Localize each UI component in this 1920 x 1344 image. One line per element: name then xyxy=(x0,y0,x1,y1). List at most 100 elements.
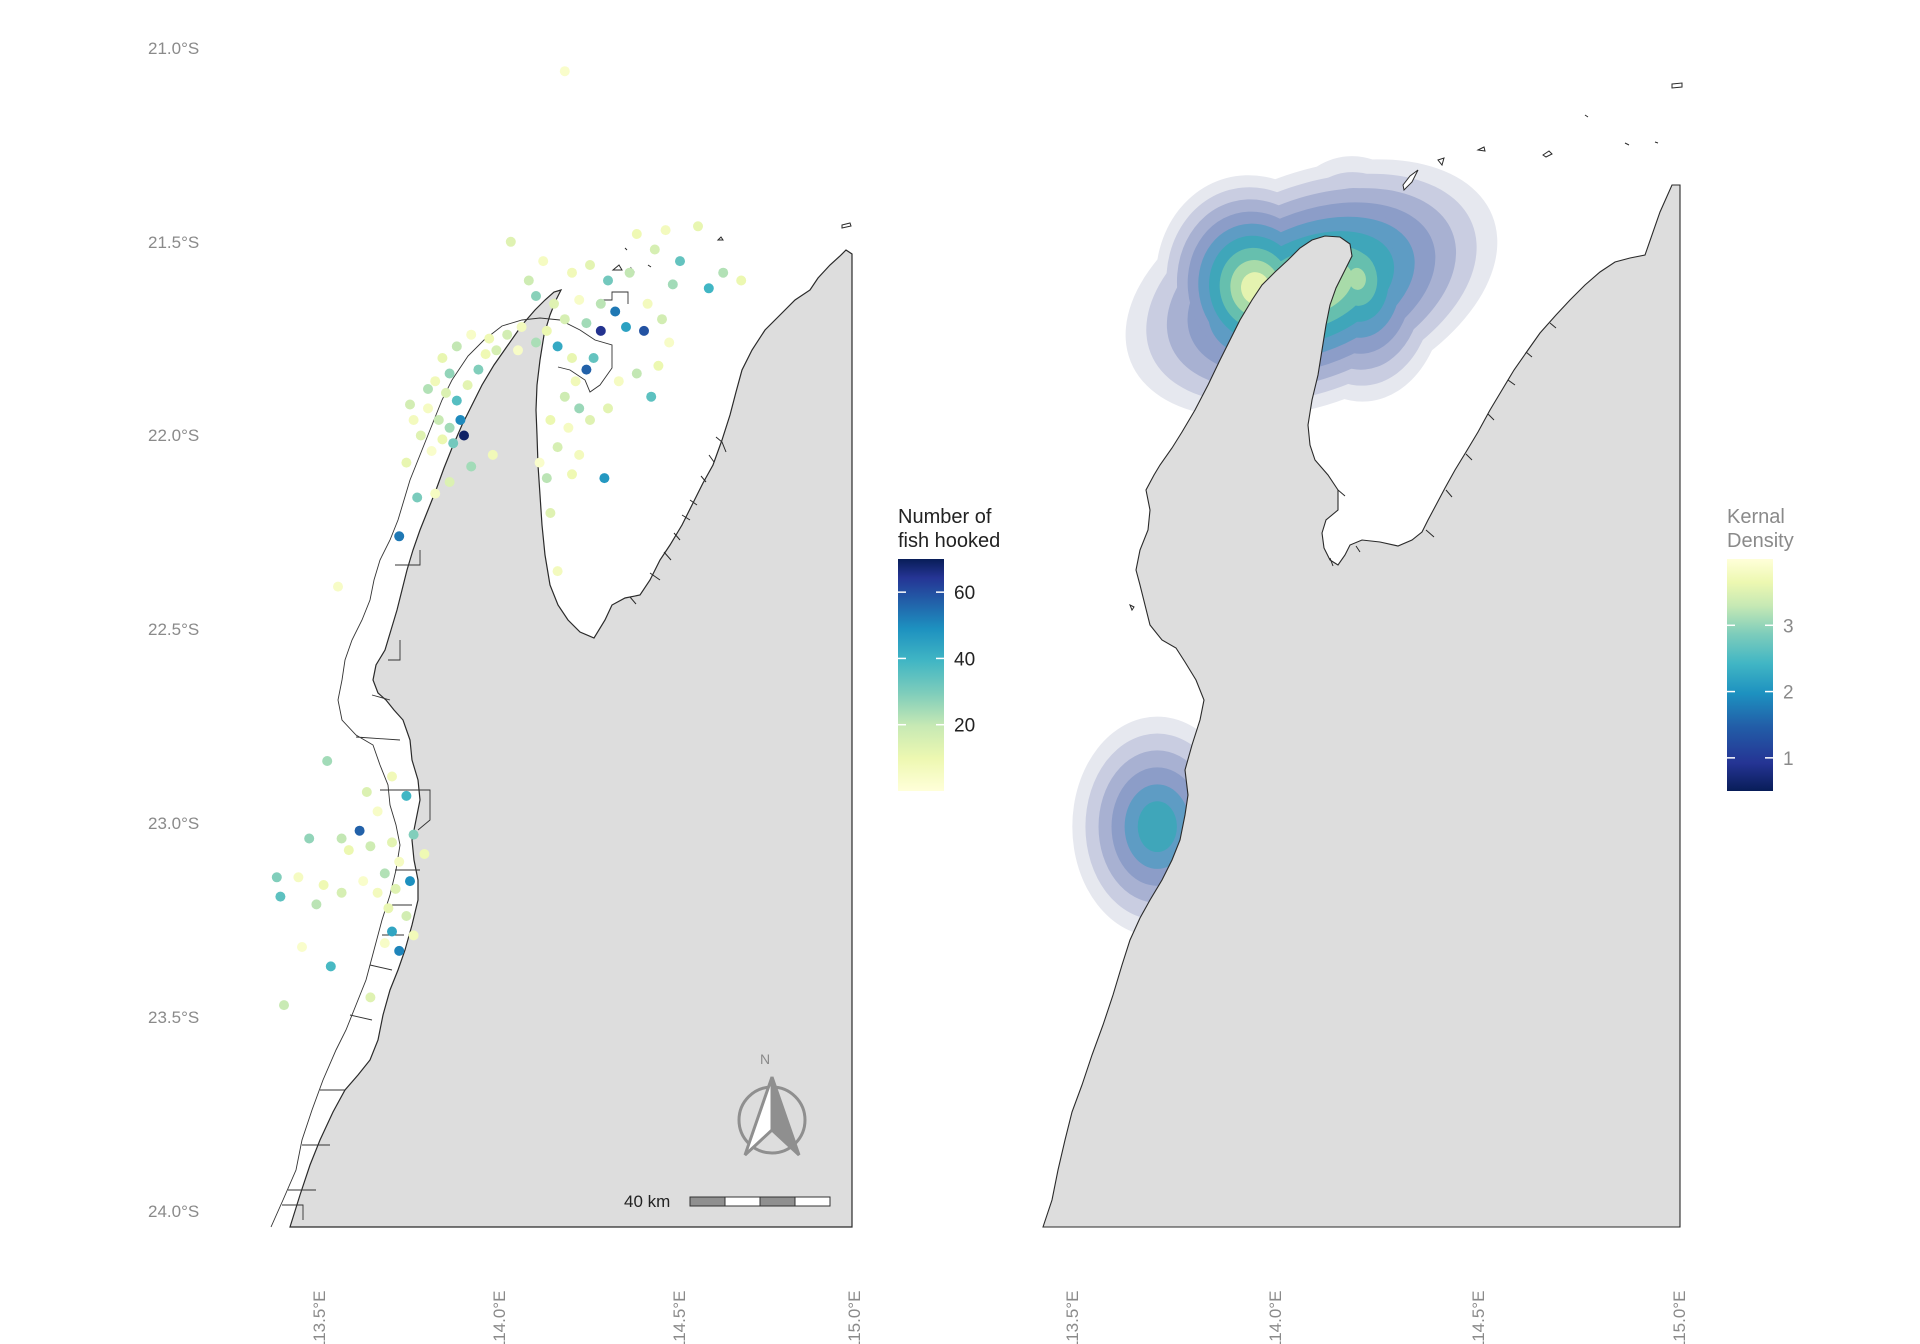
fish-point-121 xyxy=(297,942,307,952)
north-arrow-label: N xyxy=(760,1051,770,1067)
left-land xyxy=(289,249,853,1228)
fish-hooked-points xyxy=(271,66,747,1011)
fish-point-93 xyxy=(401,790,412,801)
fish-point-52 xyxy=(480,349,491,360)
fish-point-51 xyxy=(473,364,484,375)
fish-point-92 xyxy=(387,771,397,782)
fish-point-29 xyxy=(502,329,513,340)
fish-point-80 xyxy=(487,449,498,460)
fish-point-3 xyxy=(660,225,671,236)
fish-point-12 xyxy=(603,275,613,286)
fish-point-8 xyxy=(736,275,747,286)
fish-point-105 xyxy=(405,876,415,887)
fish-point-45 xyxy=(426,446,437,456)
fish-legend-title-line2: fish hooked xyxy=(898,530,1000,552)
fish-point-31 xyxy=(466,329,477,340)
fish-point-58 xyxy=(581,364,592,375)
scale-bar-seg-3 xyxy=(759,1196,796,1207)
fish-point-124 xyxy=(279,1000,289,1011)
fish-point-49 xyxy=(423,384,433,394)
fish-point-39 xyxy=(433,415,444,425)
fish-point-54 xyxy=(513,345,523,356)
fish-point-23 xyxy=(639,325,649,336)
fish-point-85 xyxy=(412,492,423,503)
fish-point-71 xyxy=(599,473,610,484)
density-legend-tick-2: 1 xyxy=(1783,749,1794,770)
fish-point-75 xyxy=(646,391,657,402)
fish-point-40 xyxy=(444,422,455,433)
fish-point-84 xyxy=(401,457,412,468)
density-band-south-5 xyxy=(1137,801,1177,853)
fish-point-35 xyxy=(430,376,441,387)
right-islands xyxy=(1129,82,1683,612)
lon-label-right-115-0: 115.0°E xyxy=(1670,1291,1689,1344)
fish-legend-tick-0: 60 xyxy=(954,583,975,604)
fish-point-46 xyxy=(415,430,426,441)
north-arrow-right-half xyxy=(770,1076,801,1157)
fish-point-73 xyxy=(613,376,624,387)
fish-point-94 xyxy=(372,806,383,817)
scale-bar-seg-4 xyxy=(794,1196,831,1207)
lat-label-23-0: 23.0°S xyxy=(148,814,199,833)
fish-legend-tick-1: 40 xyxy=(954,649,975,670)
scale-bar-seg-2 xyxy=(724,1196,761,1207)
density-legend: Kernal Density 3 2 1 xyxy=(1727,506,1794,791)
fish-point-88 xyxy=(552,566,563,577)
fish-point-111 xyxy=(311,899,322,910)
fish-legend-ticks: 60 40 20 xyxy=(898,583,975,737)
fish-point-74 xyxy=(631,368,642,379)
fish-point-21 xyxy=(610,306,621,317)
fish-point-70 xyxy=(567,469,577,480)
fish-point-55 xyxy=(531,337,541,348)
fish-point-34 xyxy=(444,368,455,379)
fish-point-112 xyxy=(293,872,304,883)
lat-label-22-0: 22.0°S xyxy=(148,426,199,445)
fish-point-83 xyxy=(430,488,441,499)
fish-point-9 xyxy=(703,283,714,294)
fish-point-86 xyxy=(394,531,405,542)
fish-point-59 xyxy=(588,353,599,363)
fish-point-104 xyxy=(379,868,390,879)
fish-point-37 xyxy=(451,395,462,406)
fish-point-123 xyxy=(365,992,376,1003)
fish-point-60 xyxy=(570,376,581,387)
fish-point-16 xyxy=(523,275,534,286)
fish-point-100 xyxy=(387,837,397,848)
fish-point-10 xyxy=(667,279,678,290)
right-coast-detail xyxy=(1329,322,1557,567)
fish-point-15 xyxy=(538,256,549,267)
fish-point-82 xyxy=(444,477,455,487)
fish-point-4 xyxy=(693,221,703,232)
fish-point-120 xyxy=(379,938,390,949)
fish-point-11 xyxy=(624,267,635,278)
density-legend-title-line2: Density xyxy=(1727,530,1794,552)
fish-hooked-legend: Number of fish hooked 60 40 20 xyxy=(898,506,1000,791)
density-legend-tick-0: 3 xyxy=(1783,616,1794,637)
density-legend-tick-1: 2 xyxy=(1783,683,1794,704)
fish-point-25 xyxy=(581,318,592,329)
fish-point-5 xyxy=(649,244,660,255)
fish-point-32 xyxy=(451,341,462,352)
fish-point-36 xyxy=(441,387,451,398)
density-legend-title-line1: Kernal xyxy=(1727,506,1785,528)
scale-bar: 40 km xyxy=(624,1192,831,1211)
lat-label-23-5: 23.5°S xyxy=(148,1008,199,1027)
fish-point-87 xyxy=(545,508,556,518)
longitude-labels-left: 113.5°E 114.0°E 114.5°E 115.0°E xyxy=(310,1291,864,1344)
fish-point-2 xyxy=(631,229,642,239)
fish-point-78 xyxy=(642,298,653,309)
fish-point-122 xyxy=(325,961,336,972)
fish-point-119 xyxy=(394,945,405,956)
fish-point-48 xyxy=(405,399,415,410)
fish-point-17 xyxy=(531,291,541,301)
fish-point-30 xyxy=(484,333,495,344)
density-legend-colorbar xyxy=(1727,559,1773,791)
fish-point-44 xyxy=(437,434,448,445)
fish-point-101 xyxy=(408,829,419,840)
lon-label-left-114-5: 114.5°E xyxy=(670,1291,689,1344)
fish-point-79 xyxy=(657,314,667,325)
fish-point-118 xyxy=(408,930,419,941)
fish-point-53 xyxy=(491,345,502,356)
fish-point-95 xyxy=(354,825,365,836)
fish-point-13 xyxy=(585,260,595,270)
